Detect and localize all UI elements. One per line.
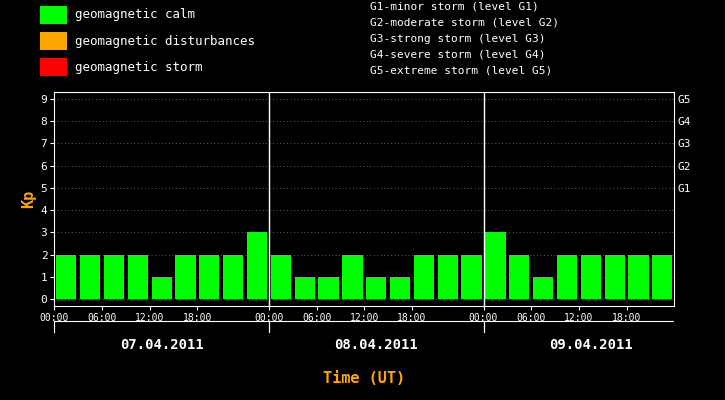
Bar xyxy=(414,255,434,299)
Bar xyxy=(581,255,601,299)
Text: G5-extreme storm (level G5): G5-extreme storm (level G5) xyxy=(370,66,552,76)
Bar xyxy=(485,232,505,299)
Bar xyxy=(629,255,649,299)
Text: G2-moderate storm (level G2): G2-moderate storm (level G2) xyxy=(370,18,559,28)
Text: G4-severe storm (level G4): G4-severe storm (level G4) xyxy=(370,50,545,60)
Y-axis label: Kp: Kp xyxy=(22,190,36,208)
Bar xyxy=(318,277,339,299)
Text: 08.04.2011: 08.04.2011 xyxy=(334,338,418,352)
Text: geomagnetic calm: geomagnetic calm xyxy=(75,8,195,21)
Bar xyxy=(462,255,481,299)
Bar xyxy=(533,277,553,299)
Bar xyxy=(557,255,577,299)
Bar xyxy=(223,255,244,299)
Bar xyxy=(80,255,100,299)
Bar xyxy=(175,255,196,299)
Text: geomagnetic storm: geomagnetic storm xyxy=(75,61,202,74)
Bar xyxy=(294,277,315,299)
Bar xyxy=(104,255,124,299)
Bar xyxy=(152,277,172,299)
Bar xyxy=(652,255,673,299)
Bar xyxy=(270,255,291,299)
Text: Time (UT): Time (UT) xyxy=(323,371,405,386)
Text: geomagnetic disturbances: geomagnetic disturbances xyxy=(75,34,254,48)
Bar xyxy=(366,277,386,299)
Bar xyxy=(605,255,625,299)
Text: G3-strong storm (level G3): G3-strong storm (level G3) xyxy=(370,34,545,44)
Bar xyxy=(438,255,458,299)
Bar xyxy=(56,255,76,299)
FancyBboxPatch shape xyxy=(40,6,67,24)
Bar xyxy=(509,255,529,299)
Bar xyxy=(199,255,220,299)
FancyBboxPatch shape xyxy=(40,58,67,76)
FancyBboxPatch shape xyxy=(40,32,67,50)
Bar xyxy=(390,277,410,299)
Text: 07.04.2011: 07.04.2011 xyxy=(120,338,204,352)
Bar xyxy=(128,255,148,299)
Text: G1-minor storm (level G1): G1-minor storm (level G1) xyxy=(370,2,539,12)
Bar xyxy=(342,255,362,299)
Bar xyxy=(247,232,267,299)
Text: 09.04.2011: 09.04.2011 xyxy=(549,338,633,352)
